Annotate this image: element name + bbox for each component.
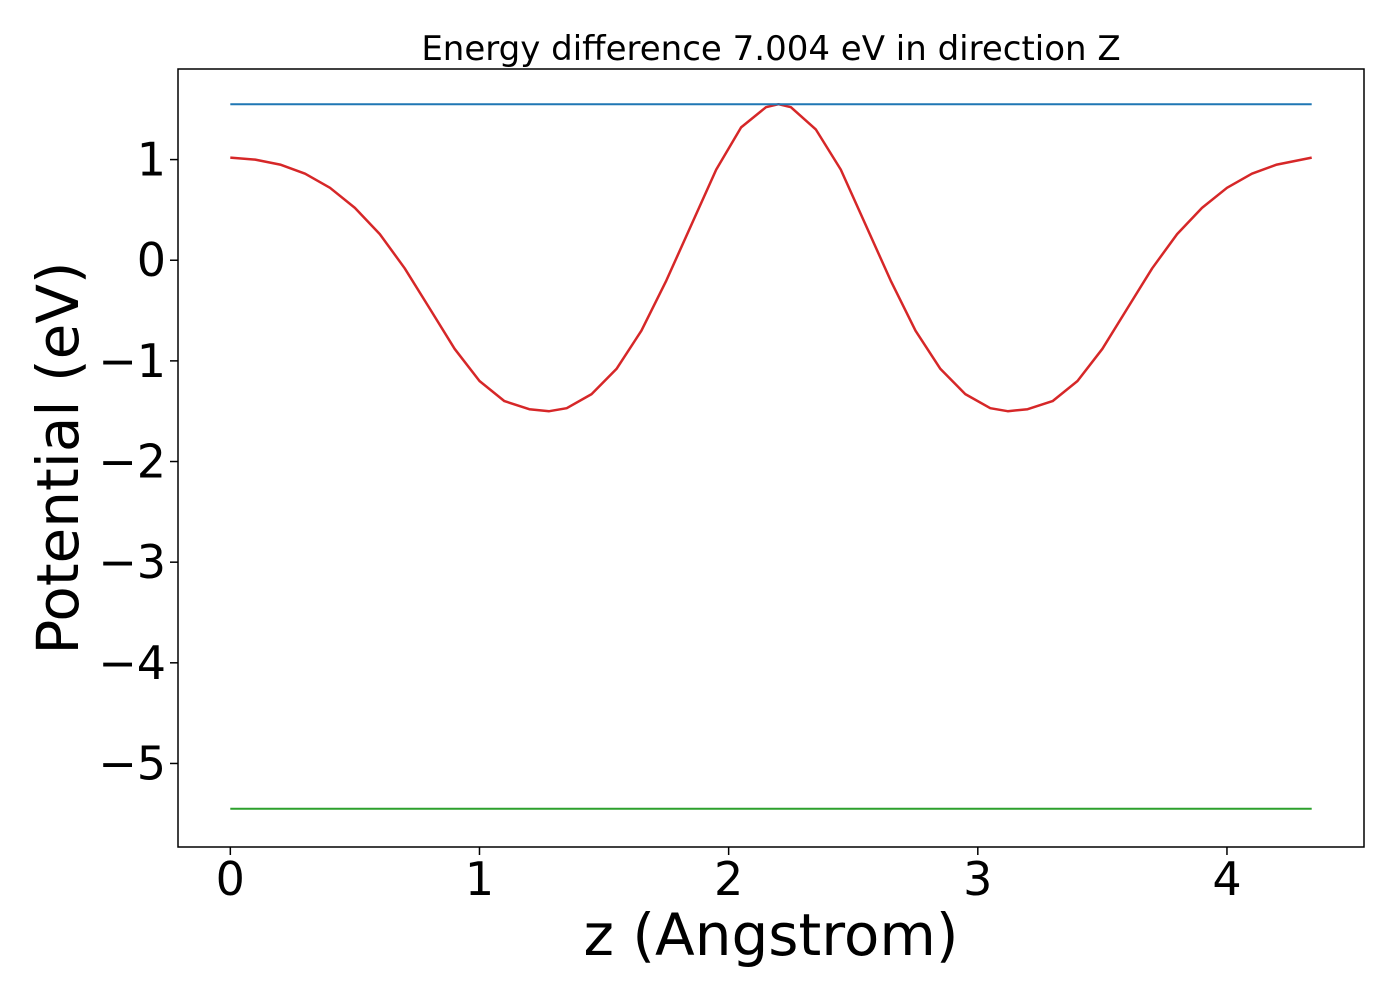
x-tick-label: 3 [963, 852, 992, 906]
y-tick-label: −1 [98, 334, 166, 388]
series-layer [230, 102, 1312, 810]
chart-title: Energy difference 7.004 eV in direction … [421, 29, 1120, 69]
x-tick-label: 4 [1212, 852, 1241, 906]
plot-area-frame [177, 68, 1365, 848]
y-tick-label: −4 [98, 636, 166, 690]
y-tick-label: 1 [137, 133, 166, 187]
x-axis-ticks: 0 1 2 3 4 [216, 847, 1242, 906]
y-tick-label: −2 [98, 435, 166, 489]
x-tick-label: 1 [465, 852, 494, 906]
x-axis-label: z (Angstrom) [584, 901, 959, 969]
y-tick-label: 0 [137, 233, 166, 287]
y-axis-ticks: 1 0 −1 −2 −3 −4 −5 [98, 133, 178, 790]
y-tick-label: −3 [98, 535, 166, 589]
y-axis-label: Potential (eV) [24, 261, 92, 654]
series-line-0 [230, 102, 1312, 413]
y-tick-label: −5 [98, 736, 166, 790]
x-tick-label: 0 [216, 852, 245, 906]
x-tick-label: 2 [714, 852, 743, 906]
